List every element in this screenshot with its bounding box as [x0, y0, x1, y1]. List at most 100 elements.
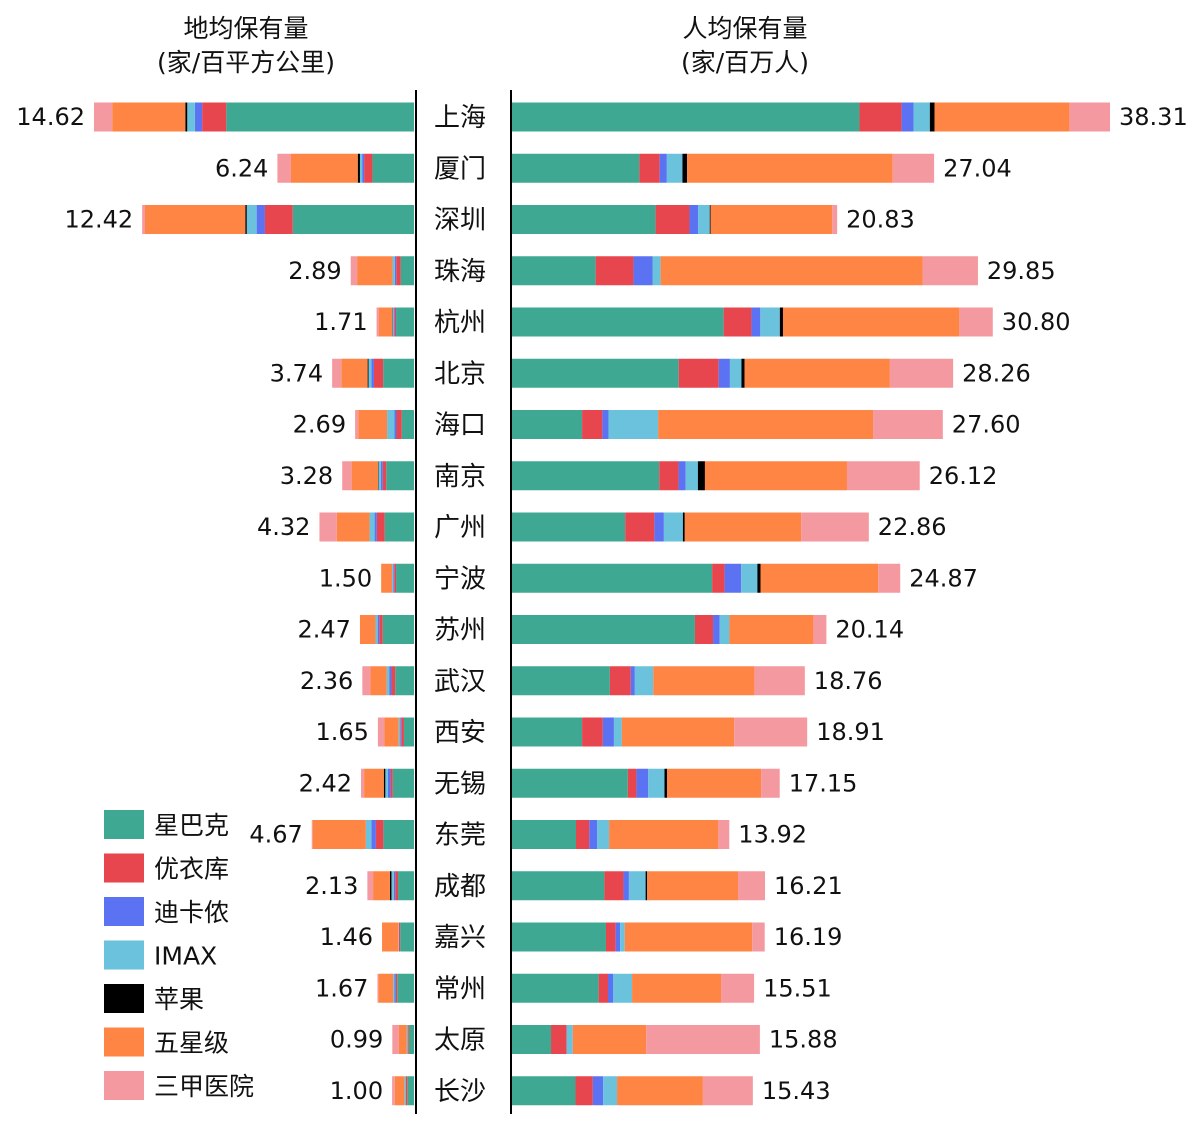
right-bar-segment-优衣库 [595, 256, 634, 286]
right-total-label: 20.83 [846, 206, 915, 234]
right-bar-segment-五星级 [782, 307, 960, 337]
right-total-label: 22.86 [878, 513, 947, 541]
left-bar-segment-五星级 [370, 666, 387, 696]
right-bar-segment-优衣库 [582, 410, 603, 439]
left-bar-segment-五星级 [359, 615, 376, 644]
row-成都: 成都 2.13 16.21 [305, 871, 843, 902]
right-bar-segment-五星级 [624, 922, 753, 952]
left-bar-segment-迪卡侬 [256, 205, 265, 234]
legend-swatch [104, 984, 144, 1013]
city-label: 太原 [434, 1026, 486, 1056]
right-bar-segment-五星级 [760, 563, 879, 593]
left-bar-segment-优衣库 [202, 102, 227, 132]
left-bar-segment-五星级 [112, 102, 186, 132]
legend-label: 三甲医院 [154, 1072, 254, 1101]
left-bar-segment-迪卡侬 [371, 820, 376, 849]
row-嘉兴: 嘉兴 1.46 16.19 [320, 922, 843, 953]
left-bar-segment-IMAX [385, 768, 388, 798]
left-bar-segment-迪卡侬 [374, 512, 377, 542]
left-bar-segment-优衣库 [390, 768, 393, 798]
left-bar-segment-五星级 [378, 307, 393, 337]
left-total-label: 3.28 [280, 462, 333, 490]
left-bar-segment-优衣库 [375, 820, 384, 849]
left-bar-segment-三甲医院 [332, 358, 342, 388]
legend-label: 优衣库 [154, 855, 229, 884]
right-bar-segment-星巴克 [512, 871, 605, 901]
right-bar-segment-星巴克 [512, 410, 583, 439]
city-label: 常州 [434, 974, 486, 1004]
right-total-label: 24.87 [909, 564, 978, 592]
right-bar-segment-三甲医院 [959, 307, 993, 337]
left-bar-segment-优衣库 [405, 1076, 408, 1106]
right-bar-segment-迪卡侬 [633, 256, 653, 286]
left-bar-segment-星巴克 [401, 410, 414, 439]
right-bar-segment-五星级 [621, 717, 735, 747]
left-total-label: 2.42 [299, 769, 352, 797]
right-bar-segment-星巴克 [512, 256, 596, 286]
left-bar-segment-优衣库 [376, 512, 385, 542]
left-bar-segment-三甲医院 [377, 973, 379, 1003]
left-bar-segment-五星级 [394, 1076, 405, 1106]
row-太原: 太原 0.99 15.88 [330, 1025, 838, 1056]
left-bar-segment-五星级 [312, 820, 366, 849]
left-bar-segment-IMAX [365, 820, 372, 849]
right-bar-segment-迪卡侬 [615, 922, 621, 952]
left-bar-segment-IMAX [391, 871, 394, 901]
city-label: 东莞 [434, 821, 486, 851]
left-bar-segment-苹果 [245, 205, 247, 234]
city-label: 广州 [434, 513, 486, 543]
legend-item-苹果: 苹果 [104, 984, 204, 1014]
right-total-label: 15.88 [769, 1026, 838, 1054]
left-total-label: 1.00 [330, 1077, 383, 1105]
right-bar-segment-三甲医院 [646, 1025, 760, 1054]
right-bar-segment-优衣库 [639, 153, 660, 183]
right-bar-segment-IMAX [648, 768, 665, 798]
right-bar-segment-IMAX [566, 1025, 573, 1054]
right-bar-segment-星巴克 [512, 512, 626, 542]
right-bar-segment-IMAX [685, 461, 698, 491]
city-label: 上海 [434, 103, 486, 133]
right-bar-segment-三甲医院 [702, 1076, 753, 1106]
left-bar-segment-苹果 [383, 768, 386, 798]
left-bar-segment-苹果 [185, 102, 188, 132]
left-bar-segment-星巴克 [383, 358, 414, 388]
left-bar-segment-优衣库 [396, 256, 401, 286]
right-bar-segment-优衣库 [598, 973, 608, 1003]
left-bar-segment-三甲医院 [392, 1025, 399, 1054]
left-bar-segment-优衣库 [395, 871, 399, 901]
right-bar-segment-星巴克 [512, 153, 640, 183]
left-bar-segment-迪卡侬 [389, 666, 392, 696]
left-bar-segment-星巴克 [392, 768, 414, 798]
right-total-label: 16.19 [774, 923, 843, 951]
right-bar-segment-优衣库 [678, 358, 719, 388]
right-bar-segment-迪卡侬 [901, 102, 914, 132]
right-bar-segment-五星级 [572, 1025, 647, 1054]
row-西安: 西安 1.65 18.91 [315, 717, 885, 748]
left-bar-segment-IMAX [392, 563, 394, 593]
left-bar-segment-三甲医院 [277, 153, 291, 183]
right-bar-segment-优衣库 [694, 615, 714, 644]
right-total-label: 16.21 [774, 872, 843, 900]
left-bar-segment-三甲医院 [319, 512, 337, 542]
left-bar-segment-IMAX [392, 307, 394, 337]
right-bar-segment-迪卡侬 [630, 666, 635, 696]
chart-rows: 上海 14.62 38.31 厦门 6.24 27.04 深圳 12.42 20.83 珠海 2.8… [16, 102, 1188, 1107]
right-bar-segment-IMAX [608, 410, 659, 439]
left-bar-segment-迪卡侬 [393, 563, 395, 593]
left-bar-segment-星巴克 [403, 717, 414, 747]
left-bar-segment-星巴克 [407, 1076, 414, 1106]
legend-swatch [104, 1027, 144, 1057]
legend-label: IMAX [154, 942, 217, 971]
right-bar-segment-IMAX [719, 615, 730, 644]
city-label: 厦门 [434, 154, 486, 184]
left-bar-segment-优衣库 [373, 358, 384, 388]
row-深圳: 深圳 12.42 20.83 [64, 205, 915, 236]
left-panel-title: 地均保有量 [183, 14, 308, 43]
right-bar-segment-IMAX [913, 102, 930, 132]
right-bar-segment-苹果 [664, 768, 667, 798]
right-bar-segment-星巴克 [512, 358, 679, 388]
city-label: 西安 [434, 718, 486, 748]
right-bar-segment-星巴克 [512, 1025, 552, 1054]
right-bar-segment-优衣库 [551, 1025, 567, 1054]
left-bar-segment-三甲医院 [361, 768, 365, 798]
